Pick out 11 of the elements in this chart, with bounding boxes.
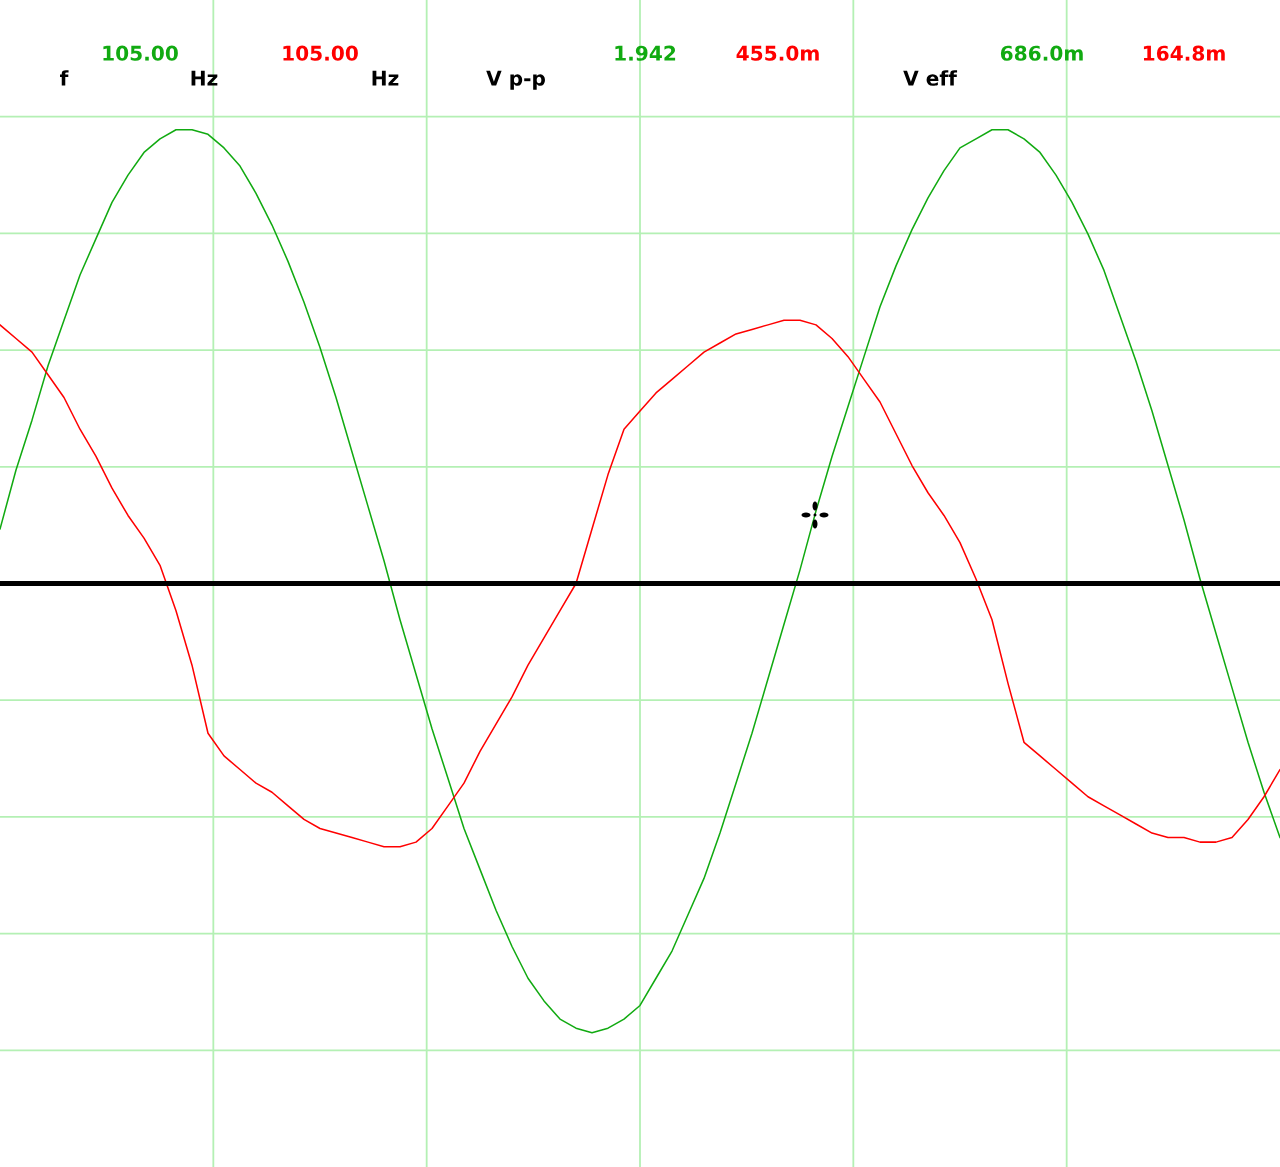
text: 105.00 [283, 45, 358, 61]
text: Hz [191, 70, 218, 86]
text: 455.0m [736, 45, 819, 61]
text: Hz [372, 70, 399, 86]
text: 1.942 [615, 45, 676, 61]
text: V eff [903, 70, 958, 86]
text: 164.8m [1143, 45, 1225, 61]
text: V p-p [486, 70, 545, 90]
text: 105.00 [103, 45, 178, 61]
text: 686.0m [1000, 45, 1083, 61]
text: f [60, 70, 69, 86]
